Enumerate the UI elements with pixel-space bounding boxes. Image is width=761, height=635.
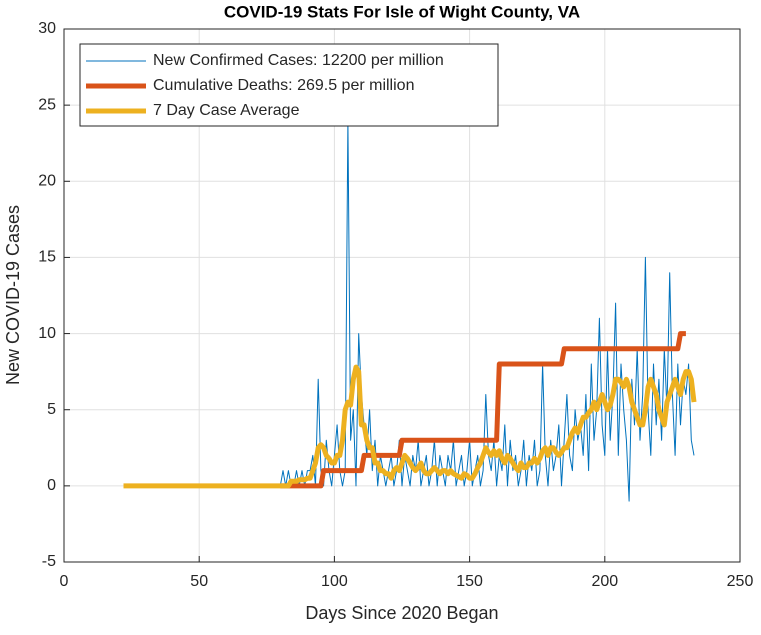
axes-box: [63, 28, 741, 563]
x-tick-label: 50: [190, 573, 208, 590]
y-tick-label: 20: [38, 173, 56, 190]
chart-title: COVID-19 Stats For Isle of Wight County,…: [224, 2, 580, 21]
x-tick-label: 200: [591, 573, 618, 590]
x-tick-label: 0: [60, 573, 69, 590]
legend-box: [79, 43, 499, 127]
series-line: [123, 364, 697, 489]
x-tick-label: 250: [727, 573, 754, 590]
y-tick-label: 5: [47, 401, 56, 418]
series-line: [279, 119, 695, 502]
legend-label: 7 Day Case Average: [153, 102, 300, 119]
y-tick-label: 30: [38, 20, 56, 37]
x-tick-label: 100: [321, 573, 348, 590]
y-tick-label: -5: [42, 553, 56, 570]
x-axis-label: Days Since 2020 Began: [305, 603, 498, 623]
legend-label: Cumulative Deaths: 269.5 per million: [153, 77, 414, 94]
legend-label: New Confirmed Cases: 12200 per million: [153, 52, 444, 69]
y-tick-label: 25: [38, 96, 56, 113]
series-line: [280, 331, 686, 489]
y-tick-label: 15: [38, 249, 56, 266]
y-tick-label: 10: [38, 325, 56, 342]
y-axis-label: New COVID-19 Cases: [3, 205, 23, 385]
y-tick-label: 0: [47, 477, 56, 494]
x-tick-label: 150: [456, 573, 483, 590]
